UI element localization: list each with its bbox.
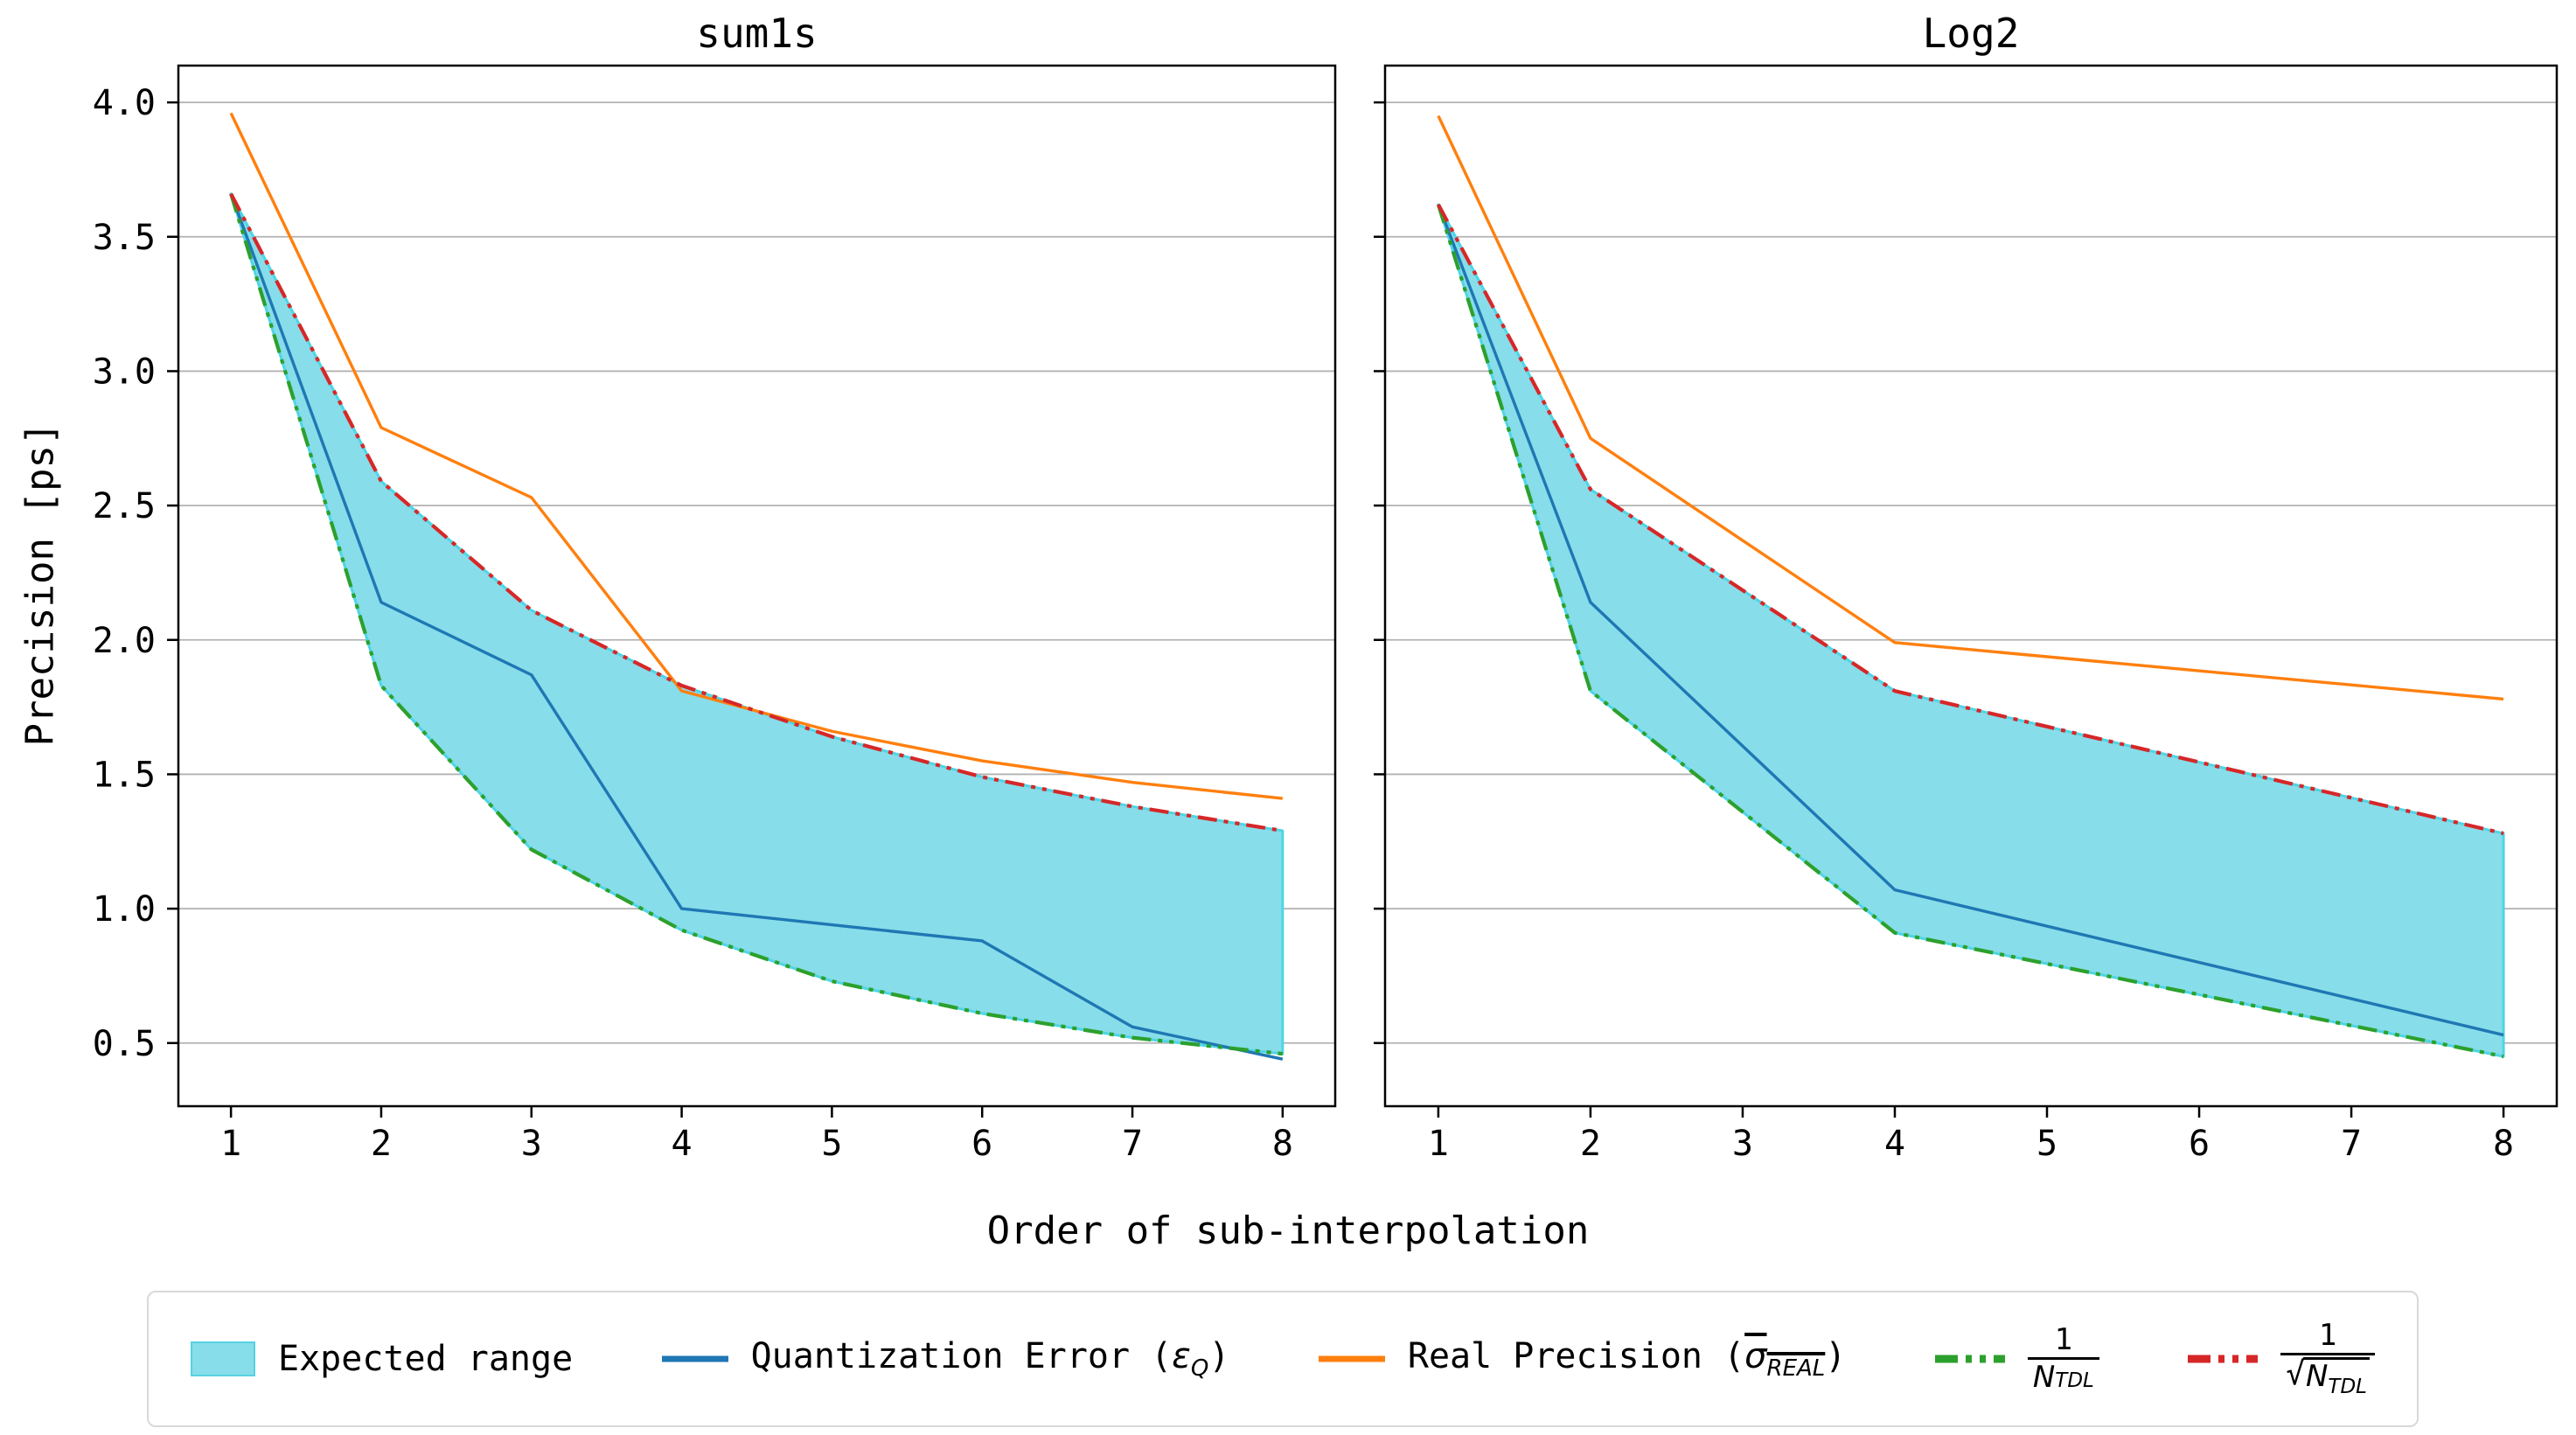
inv-sqrt-ntdl-line-icon xyxy=(2188,1355,2259,1363)
series-inv_ntdl xyxy=(1436,204,2504,1059)
x-tick-label: 3 xyxy=(1732,1124,1753,1164)
series-inv_sqrt_ntdl xyxy=(1437,203,2504,836)
series-real_precision xyxy=(1437,115,2504,701)
x-tick-label: 8 xyxy=(1272,1124,1293,1164)
x-tick-label: 1 xyxy=(220,1124,241,1164)
axes-spines xyxy=(1383,64,2559,1108)
expected-range-band xyxy=(229,192,1285,1055)
series-quantization_error xyxy=(1437,204,2504,1037)
legend-item-inv-ntdl: 1 N TDL xyxy=(1934,1323,2099,1394)
legend-item-expected-range: Expected range xyxy=(191,1339,573,1379)
x-tick-label: 5 xyxy=(821,1124,842,1164)
expected-range-swatch-icon xyxy=(191,1341,255,1376)
y-axis-label: Precision [ps] xyxy=(17,421,63,747)
axes-spines xyxy=(177,64,1337,1108)
plot-title-log2: Log2 xyxy=(1922,10,2020,57)
x-tick-label: 7 xyxy=(2341,1124,2362,1164)
legend-label-real-precision: Real Precision (σREAL) xyxy=(1407,1336,1847,1382)
y-tick-label: 4.0 xyxy=(93,83,156,123)
legend-item-inv-sqrt-ntdl: 1 √ NTDL xyxy=(2188,1319,2375,1397)
quantization-error-line-icon xyxy=(661,1355,728,1362)
x-tick-label: 4 xyxy=(1884,1124,1905,1164)
axes-sum1s: sum1s 1 2 3 4 5 6 7 8 4.0 3.5 3.0 2.5 2.0 1.5 1.0 0.5 xyxy=(93,10,1337,1164)
legend-label-inv-ntdl: 1 N TDL xyxy=(2027,1323,2099,1394)
y-tick-label: 1.0 xyxy=(93,889,156,930)
legend: Expected range Quantization Error (εQ) R… xyxy=(147,1291,2419,1427)
expected-range-band xyxy=(1437,203,2505,1058)
legend-label-quantization-error: Quantization Error (εQ) xyxy=(750,1336,1230,1382)
x-tick-label: 7 xyxy=(1122,1124,1143,1164)
series-quantization_error xyxy=(229,193,1284,1061)
x-tick-label: 6 xyxy=(2189,1124,2210,1164)
series-real_precision xyxy=(229,112,1284,800)
plot-title-sum1s: sum1s xyxy=(696,10,818,57)
axes-log2: Log2 1 2 3 4 5 6 7 8 xyxy=(1374,10,2559,1164)
x-tick-label: 8 xyxy=(2493,1124,2514,1164)
y-tick-label: 1.5 xyxy=(93,755,156,795)
y-tick-label: 3.0 xyxy=(93,352,156,392)
y-tick-label: 2.0 xyxy=(93,621,156,661)
inv-ntdl-line-icon xyxy=(1934,1355,2005,1363)
real-precision-line-icon xyxy=(1318,1355,1385,1362)
x-axis-label: Order of sub-interpolation xyxy=(986,1209,1590,1253)
y-tick-label: 3.5 xyxy=(93,218,156,258)
legend-label-inv-sqrt-ntdl: 1 √ NTDL xyxy=(2280,1319,2375,1397)
plot-area: 1 2 3 4 5 6 7 8 4.0 3.5 3.0 2.5 2.0 1.5 1.0 0.5 xyxy=(93,64,1337,1164)
x-tick-label: 4 xyxy=(672,1124,693,1164)
y-tick-label: 0.5 xyxy=(93,1024,156,1064)
y-tick-label: 2.5 xyxy=(93,486,156,526)
series-inv_ntdl xyxy=(229,192,1284,1056)
x-tick-label: 5 xyxy=(2036,1124,2057,1164)
legend-label-expected-range: Expected range xyxy=(278,1339,574,1379)
legend-item-quantization-error: Quantization Error (εQ) xyxy=(661,1336,1230,1382)
x-tick-label: 3 xyxy=(521,1124,542,1164)
x-tick-label: 2 xyxy=(1580,1124,1601,1164)
plot-area: 1 2 3 4 5 6 7 8 xyxy=(1374,64,2559,1164)
series-inv_sqrt_ntdl xyxy=(229,192,1284,833)
legend-item-real-precision: Real Precision (σREAL) xyxy=(1318,1336,1847,1382)
x-tick-label: 6 xyxy=(971,1124,992,1164)
x-tick-label: 2 xyxy=(371,1124,392,1164)
x-tick-label: 1 xyxy=(1428,1124,1449,1164)
